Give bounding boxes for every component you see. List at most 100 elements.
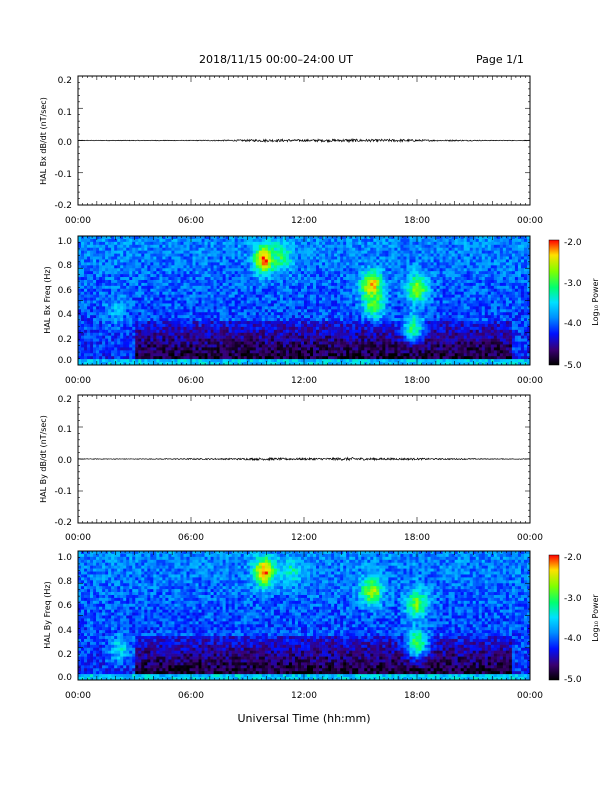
spectrogram-cell [373, 323, 377, 328]
spectrogram-cell [96, 271, 100, 275]
spectrogram-cell [231, 306, 235, 310]
spectrogram-cell [123, 238, 127, 243]
spectrogram-cell [382, 247, 386, 251]
spectrogram-cell [316, 356, 320, 360]
spectrogram-cell [376, 350, 380, 354]
spectrogram-cell [252, 312, 257, 316]
spectrogram-cell [156, 326, 160, 331]
spectrogram-cell [102, 282, 106, 287]
spectrogram-cell [349, 300, 353, 304]
spectrogram-cell [264, 294, 269, 298]
spectrogram-cell [210, 241, 214, 246]
spectrogram-cell [307, 241, 311, 246]
spectrogram-cell [285, 274, 290, 278]
spectrogram-cell [192, 362, 196, 366]
spectrogram-cell [132, 338, 136, 342]
spectrogram-cell [304, 259, 308, 263]
spectrogram-cell [249, 265, 254, 269]
spectrogram-cell [120, 294, 124, 298]
spectrogram-cell [294, 285, 299, 290]
spectrogram-cell [319, 338, 323, 342]
spectrogram-cell [210, 321, 214, 325]
spectrogram-cell [310, 347, 314, 351]
spectrogram-cell [105, 300, 109, 304]
spectrogram-cell [261, 244, 266, 249]
spectrogram-cell [316, 309, 320, 313]
spectrogram-cell [291, 265, 296, 269]
spectrogram-cell [279, 306, 284, 310]
spectrogram-cell [123, 338, 127, 342]
spectrogram-cell [78, 244, 82, 249]
spectrogram-cell [304, 353, 308, 357]
spectrogram-cell [310, 268, 314, 272]
spectrogram-cell [198, 253, 202, 257]
spectrogram-cell [334, 291, 338, 295]
spectrogram-cell [264, 259, 269, 263]
spectrogram-cell [240, 347, 245, 351]
spectrogram-cell [270, 236, 275, 240]
spectrogram-cell [207, 262, 211, 266]
spectrogram-cell [388, 265, 392, 269]
spectrogram-cell [316, 247, 320, 251]
spectrogram-cell [231, 279, 235, 284]
spectrogram-cell [397, 309, 401, 313]
spectrogram-cell [243, 341, 248, 345]
spectrogram-cell [237, 285, 242, 290]
spectrogram-cell [231, 282, 235, 287]
spectrogram-cell [78, 303, 82, 307]
spectrogram-cell [394, 250, 398, 254]
spectrogram-cell [367, 288, 371, 292]
spectrogram-cell [337, 353, 341, 357]
spectrogram-cell [102, 353, 106, 357]
spectrogram-cell [282, 356, 287, 360]
spectrogram-cell [261, 353, 266, 357]
spectrogram-cell [222, 274, 226, 278]
spectrogram-cell [171, 332, 175, 336]
spectrogram-cell [114, 332, 118, 336]
spectrogram-cell [177, 265, 181, 269]
spectrogram-cell [150, 253, 154, 257]
spectrogram-cell [382, 335, 386, 339]
spectrogram-cell [267, 338, 272, 342]
spectrogram-cell [177, 288, 181, 292]
spectrogram-cell [117, 323, 121, 328]
spectrogram-cell [147, 350, 151, 354]
spectrogram-cell [376, 300, 380, 304]
spectrogram-cell [337, 274, 341, 278]
spectrogram-cell [294, 250, 299, 254]
spectrogram-cell [78, 274, 82, 278]
spectrogram-cell [195, 338, 199, 342]
spectrogram-cell [231, 315, 235, 319]
spectrogram-cell [325, 326, 329, 331]
spectrogram-cell [132, 247, 136, 251]
spectrogram-cell [391, 341, 395, 345]
spectrogram-cell [249, 335, 254, 339]
spectrogram-cell [90, 344, 94, 348]
spectrogram-cell [102, 326, 106, 331]
spectrogram-cell [171, 265, 175, 269]
spectrogram-cell [307, 350, 311, 354]
spectrogram-cell [144, 350, 148, 354]
spectrogram-cell [81, 288, 85, 292]
spectrogram-cell [361, 247, 365, 251]
spectrogram-cell [255, 321, 260, 325]
spectrogram-cell [231, 265, 235, 269]
spectrogram-cell [168, 294, 172, 298]
spectrogram-cell [102, 312, 106, 316]
spectrogram-cell [346, 318, 350, 322]
spectrogram-cell [132, 303, 136, 307]
spectrogram-cell [123, 318, 127, 322]
spectrogram-cell [156, 332, 160, 336]
spectrogram-cell [237, 241, 242, 246]
spectrogram-cell [276, 282, 281, 287]
spectrogram-cell [270, 244, 275, 249]
spectrogram-cell [207, 303, 211, 307]
spectrogram-cell [319, 274, 323, 278]
spectrogram-cell [300, 353, 305, 357]
spectrogram-cell [285, 250, 290, 254]
spectrogram-cell [334, 356, 338, 360]
spectrogram-cell [225, 326, 229, 331]
spectrogram-cell [307, 321, 311, 325]
spectrogram-cell [201, 277, 205, 281]
spectrogram-cell [216, 332, 220, 336]
